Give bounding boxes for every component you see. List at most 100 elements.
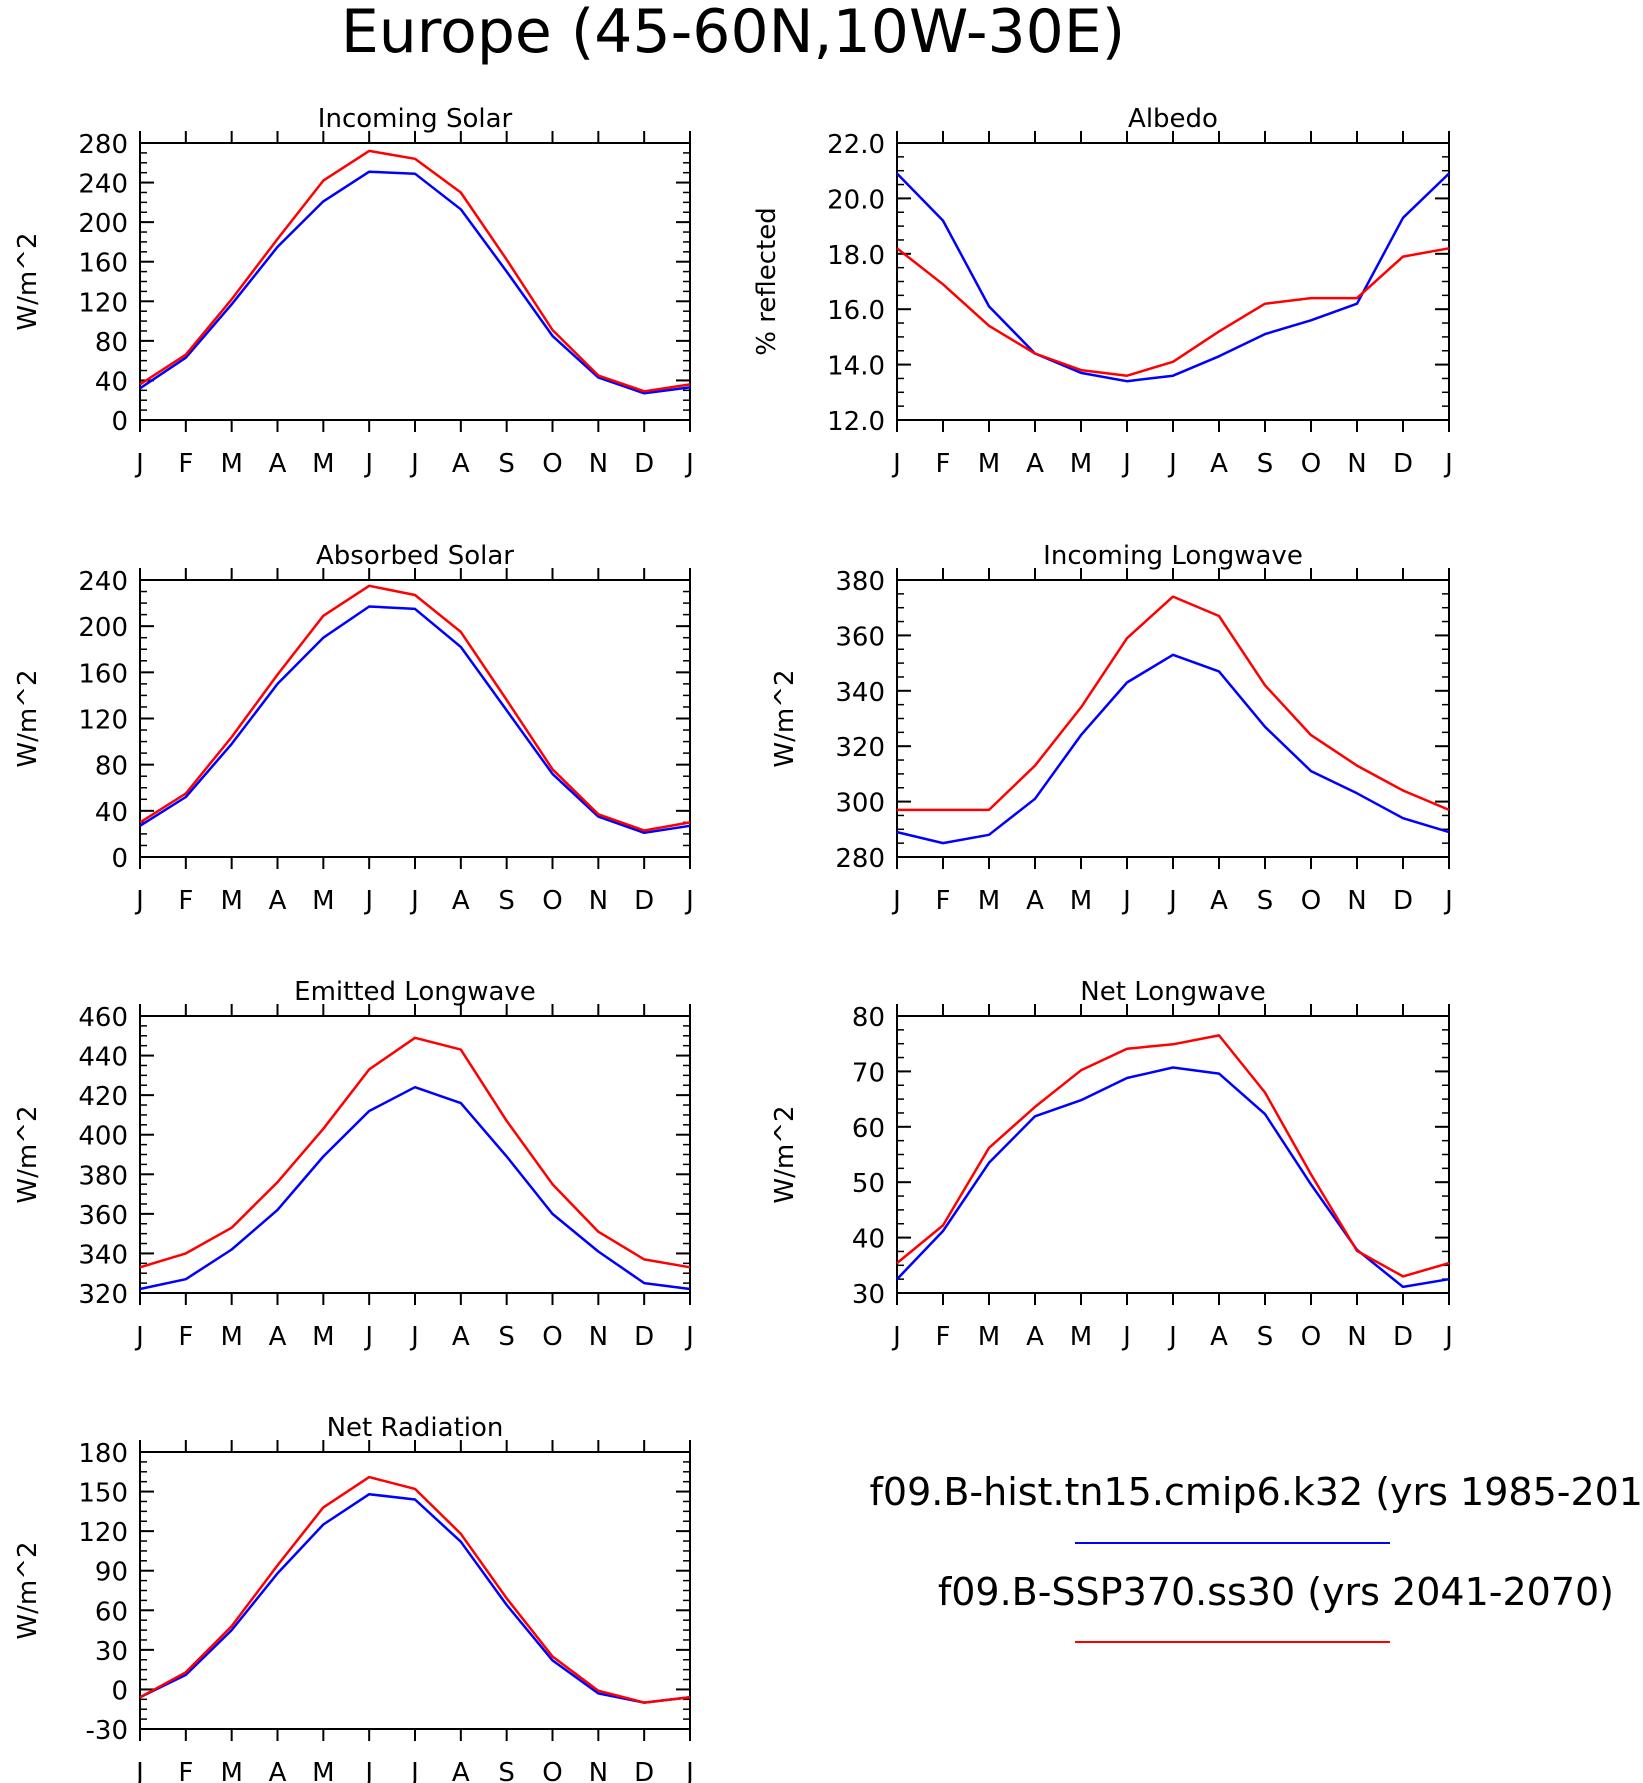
- x-tick-label: A: [452, 886, 470, 916]
- y-axis-label: % reflected: [752, 207, 782, 355]
- y-tick-label: 90: [95, 1558, 128, 1588]
- x-tick-label: J: [363, 1322, 373, 1352]
- x-tick-label: D: [1393, 1322, 1413, 1352]
- x-tick-label: N: [1347, 886, 1366, 916]
- x-tick-label: J: [409, 1758, 419, 1783]
- x-tick-label: J: [684, 1322, 694, 1352]
- plot-frame: [896, 579, 1450, 858]
- x-tick-label: J: [1121, 886, 1131, 916]
- x-tick-label: A: [1210, 1322, 1228, 1352]
- legend-label-ssp370: f09.B-SSP370.ss30 (yrs 2041-2070): [938, 1570, 1614, 1614]
- x-tick-label: M: [978, 886, 1000, 916]
- x-tick-label: F: [178, 1322, 193, 1352]
- x-tick-label: J: [1443, 1322, 1453, 1352]
- y-tick-label: 460: [78, 1003, 128, 1033]
- x-tick-label: A: [1026, 886, 1044, 916]
- x-tick-label: S: [1257, 886, 1274, 916]
- x-tick-label: N: [589, 1322, 608, 1352]
- x-tick-label: D: [1393, 886, 1413, 916]
- x-tick-label: F: [936, 1322, 951, 1352]
- y-tick-label: 300: [835, 789, 885, 819]
- y-tick-label: 0: [111, 407, 128, 437]
- x-tick-label: J: [134, 886, 144, 916]
- y-tick-label: 380: [78, 1161, 128, 1191]
- x-tick-label: D: [1393, 449, 1413, 479]
- y-tick-label: 360: [835, 622, 885, 652]
- x-tick-label: S: [498, 449, 515, 479]
- y-tick-label: 240: [78, 170, 128, 200]
- x-tick-label: N: [589, 886, 608, 916]
- y-tick-label: 240: [78, 567, 128, 597]
- y-tick-label: 40: [95, 798, 128, 828]
- x-tick-label: D: [634, 886, 654, 916]
- x-tick-label: J: [684, 1758, 694, 1783]
- plot-frame: [139, 1015, 691, 1294]
- x-tick-label: A: [452, 449, 470, 479]
- x-tick-label: A: [269, 449, 287, 479]
- y-tick-label: 80: [95, 752, 128, 782]
- x-tick-label: A: [452, 1758, 470, 1783]
- panel-net-radiation: Net Radiation W/m^2 -30 0 30 60 90 120 150 180 J F M…: [13, 1413, 694, 1783]
- y-tick-label: -30: [86, 1716, 128, 1746]
- x-tick-label: D: [634, 1322, 654, 1352]
- x-tick-label: M: [1070, 449, 1092, 479]
- x-tick-label: N: [1347, 449, 1366, 479]
- y-axis-label: W/m^2: [13, 232, 43, 330]
- panel-incoming-longwave: Incoming Longwave W/m^2 280 300 320 340 360 380…: [770, 541, 1453, 916]
- x-tick-label: A: [269, 886, 287, 916]
- y-tick-label: 340: [835, 678, 885, 708]
- x-tick-label: A: [269, 1758, 287, 1783]
- x-tick-label: J: [1443, 886, 1453, 916]
- x-tick-label: O: [542, 449, 562, 479]
- y-tick-label: 340: [78, 1240, 128, 1270]
- x-tick-label: F: [178, 449, 193, 479]
- panel-albedo: Albedo % reflected 12.0 14.0 16.0 18.0 20.0 22.…: [752, 104, 1453, 479]
- x-tick-label: S: [1257, 449, 1274, 479]
- y-axis-label: W/m^2: [13, 669, 43, 767]
- y-tick-label: 400: [78, 1122, 128, 1152]
- x-tick-label: N: [1347, 1322, 1366, 1352]
- x-tick-label: J: [891, 1322, 901, 1352]
- plot-frame: [896, 142, 1450, 421]
- x-tick-label: A: [1026, 449, 1044, 479]
- x-tick-label: S: [498, 1758, 515, 1783]
- x-tick-label: J: [363, 1758, 373, 1783]
- y-tick-label: 50: [852, 1169, 885, 1199]
- y-tick-label: 40: [852, 1225, 885, 1255]
- x-tick-label: S: [498, 1322, 515, 1352]
- x-tick-label: O: [542, 1758, 562, 1783]
- series-line-hist: [139, 605, 691, 835]
- y-tick-label: 0: [111, 1676, 128, 1706]
- x-tick-label: M: [312, 1758, 334, 1783]
- series-line-ssp370: [139, 149, 691, 393]
- series-line-ssp370: [896, 1034, 1450, 1278]
- x-tick-label: O: [1301, 1322, 1321, 1352]
- x-tick-label: M: [978, 449, 1000, 479]
- y-tick-label: 60: [852, 1114, 885, 1144]
- y-tick-label: 440: [78, 1043, 128, 1073]
- x-tick-label: J: [409, 886, 419, 916]
- y-tick-label: 18.0: [827, 241, 885, 271]
- plot-frame: [139, 1451, 691, 1730]
- x-tick-label: J: [134, 1322, 144, 1352]
- x-tick-label: D: [634, 449, 654, 479]
- y-tick-label: 160: [78, 659, 128, 689]
- x-tick-label: J: [409, 449, 419, 479]
- series-line-hist: [139, 1085, 691, 1291]
- y-tick-label: 30: [852, 1280, 885, 1310]
- y-tick-label: 360: [78, 1201, 128, 1231]
- x-tick-label: F: [936, 886, 951, 916]
- x-tick-label: J: [891, 886, 901, 916]
- x-tick-label: M: [1070, 1322, 1092, 1352]
- series-line-ssp370: [896, 247, 1450, 377]
- x-tick-label: J: [891, 449, 901, 479]
- x-tick-label: M: [220, 886, 242, 916]
- legend: f09.B-hist.tn15.cmip6.k32 (yrs 1985-201 …: [870, 1470, 1643, 1643]
- chart-panels: Incoming SolarW/m^204080120160200240280J…: [13, 104, 1453, 1783]
- panel-title: Emitted Longwave: [294, 977, 536, 1007]
- x-tick-label: M: [220, 1758, 242, 1783]
- x-tick-label: J: [1443, 449, 1453, 479]
- panel-title: Net Radiation: [327, 1413, 504, 1443]
